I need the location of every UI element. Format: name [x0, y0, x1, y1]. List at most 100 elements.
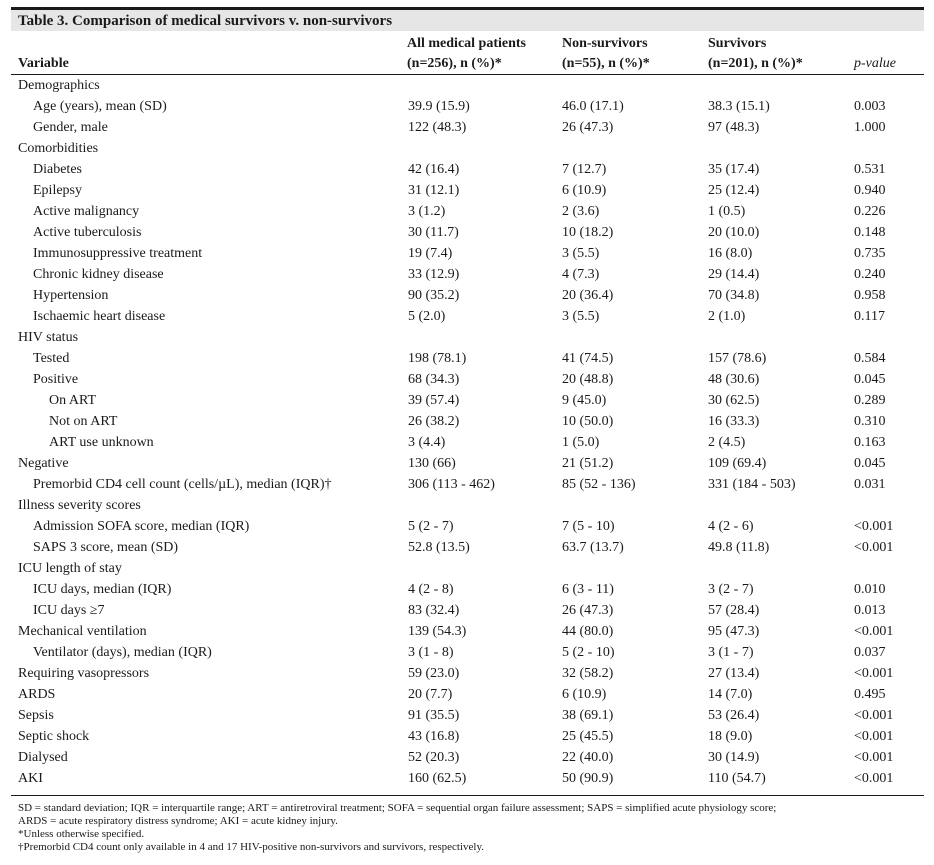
row-label: ART use unknown — [49, 435, 154, 450]
footnote-abbrev-1: SD = standard deviation; IQR = interquar… — [18, 802, 777, 814]
cell-non-survivors: 22 (40.0) — [562, 750, 614, 765]
table-row: SAPS 3 score, mean (SD) 52.8 (13.5) 63.7 (… — [11, 537, 924, 558]
row-label: Active tuberculosis — [33, 225, 142, 240]
row-label: Tested — [33, 351, 70, 366]
cell-non-survivors: 20 (36.4) — [562, 288, 614, 303]
cell-non-survivors: 5 (2 - 10) — [562, 645, 615, 660]
cell-non-survivors: 26 (47.3) — [562, 603, 614, 618]
cell-survivors: 16 (8.0) — [708, 246, 753, 261]
cell-non-survivors: 10 (50.0) — [562, 414, 614, 429]
cell-all-patients: 83 (32.4) — [408, 603, 460, 618]
cell-all-patients: 198 (78.1) — [408, 351, 467, 366]
cell-non-survivors: 7 (12.7) — [562, 162, 607, 177]
cell-all-patients: 39.9 (15.9) — [408, 99, 470, 114]
table-row: Hypertension 90 (35.2) 20 (36.4) 70 (34.8) 0… — [11, 285, 924, 306]
cell-all-patients: 52 (20.3) — [408, 750, 460, 765]
row-label: Mechanical ventilation — [18, 624, 147, 639]
row-label: Not on ART — [49, 414, 118, 429]
table-row: Gender, male 122 (48.3) 26 (47.3) 97 (48.3)… — [11, 117, 924, 138]
cell-all-patients: 43 (16.8) — [408, 729, 460, 744]
cell-non-survivors: 20 (48.8) — [562, 372, 614, 387]
cell-all-patients: 3 (4.4) — [408, 435, 446, 450]
header-variable: Variable — [18, 56, 69, 71]
row-label: ICU length of stay — [18, 561, 122, 576]
cell-all-patients: 130 (66) — [408, 456, 456, 471]
row-label: On ART — [49, 393, 96, 408]
header-rule — [11, 74, 924, 75]
cell-pvalue: <0.001 — [854, 771, 894, 786]
cell-all-patients: 59 (23.0) — [408, 666, 460, 681]
cell-non-survivors: 6 (10.9) — [562, 183, 607, 198]
cell-survivors: 157 (78.6) — [708, 351, 767, 366]
cell-all-patients: 122 (48.3) — [408, 120, 467, 135]
cell-survivors: 1 (0.5) — [708, 204, 746, 219]
cell-pvalue: <0.001 — [854, 708, 894, 723]
row-label: Diabetes — [33, 162, 82, 177]
table-row: Age (years), mean (SD) 39.9 (15.9) 46.0 (1… — [11, 96, 924, 117]
table-row: ARDS 20 (7.7) 6 (10.9) 14 (7.0) 0.495 — [11, 684, 924, 705]
cell-survivors: 110 (54.7) — [708, 771, 766, 786]
row-label: Ventilator (days), median (IQR) — [33, 645, 212, 660]
table-row: Active malignancy 3 (1.2) 2 (3.6) 1 (0.5) 0.… — [11, 201, 924, 222]
cell-all-patients: 3 (1.2) — [408, 204, 446, 219]
cell-survivors: 18 (9.0) — [708, 729, 753, 744]
row-label: Requiring vasopressors — [18, 666, 150, 681]
row-label: Immunosuppressive treatment — [33, 246, 203, 261]
cell-all-patients: 42 (16.4) — [408, 162, 460, 177]
cell-non-survivors: 44 (80.0) — [562, 624, 614, 639]
cell-all-patients: 33 (12.9) — [408, 267, 460, 282]
cell-survivors: 48 (30.6) — [708, 372, 760, 387]
table-row: ART use unknown 3 (4.4) 1 (5.0) 2 (4.5) 0.16… — [11, 432, 924, 453]
cell-non-survivors: 41 (74.5) — [562, 351, 614, 366]
footnotes: SD = standard deviation; IQR = interquar… — [11, 795, 924, 854]
table-row: Ischaemic heart disease 5 (2.0) 3 (5.5) 2 (… — [11, 306, 924, 327]
cell-all-patients: 39 (57.4) — [408, 393, 460, 408]
row-label: Comorbidities — [18, 141, 99, 156]
cell-non-survivors: 26 (47.3) — [562, 120, 614, 135]
cell-survivors: 97 (48.3) — [708, 120, 760, 135]
cell-non-survivors: 3 (5.5) — [562, 246, 600, 261]
table-row: Epilepsy 31 (12.1) 6 (10.9) 25 (12.4) 0.940 — [11, 180, 924, 201]
row-label: SAPS 3 score, mean (SD) — [33, 540, 179, 555]
cell-survivors: 35 (17.4) — [708, 162, 760, 177]
cell-survivors: 49.8 (11.8) — [708, 540, 770, 555]
row-label: Dialysed — [18, 750, 68, 765]
cell-survivors: 29 (14.4) — [708, 267, 760, 282]
row-label: Gender, male — [33, 120, 108, 135]
row-label: AKI — [18, 771, 43, 786]
cell-survivors: 38.3 (15.1) — [708, 99, 770, 114]
table-row: Diabetes 42 (16.4) 7 (12.7) 35 (17.4) 0.531 — [11, 159, 924, 180]
cell-all-patients: 91 (35.5) — [408, 708, 460, 723]
cell-all-patients: 5 (2 - 7) — [408, 519, 454, 534]
cell-all-patients: 52.8 (13.5) — [408, 540, 470, 555]
cell-pvalue: 0.289 — [854, 393, 886, 408]
header-all-line2: (n=256), n (%)* — [407, 56, 502, 71]
cell-non-survivors: 6 (3 - 11) — [562, 582, 614, 597]
cell-survivors: 30 (62.5) — [708, 393, 760, 408]
row-label: Positive — [33, 372, 79, 387]
row-label: Chronic kidney disease — [33, 267, 164, 282]
cell-all-patients: 19 (7.4) — [408, 246, 453, 261]
cell-non-survivors: 85 (52 - 136) — [562, 477, 636, 492]
header-all-line1: All medical patients — [407, 36, 526, 51]
table-row: ICU days ≥7 83 (32.4) 26 (47.3) 57 (28.4) 0.… — [11, 600, 924, 621]
cell-survivors: 57 (28.4) — [708, 603, 760, 618]
cell-survivors: 109 (69.4) — [708, 456, 767, 471]
row-label: Admission SOFA score, median (IQR) — [33, 519, 250, 534]
cell-non-survivors: 4 (7.3) — [562, 267, 600, 282]
table-row: Admission SOFA score, median (IQR) 5 (2 -… — [11, 516, 924, 537]
header-surv-line1: Survivors — [708, 36, 767, 51]
cell-all-patients: 3 (1 - 8) — [408, 645, 454, 660]
row-label: ICU days ≥7 — [33, 603, 105, 618]
cell-pvalue: <0.001 — [854, 729, 894, 744]
cell-non-survivors: 32 (58.2) — [562, 666, 614, 681]
row-label: Active malignancy — [33, 204, 140, 219]
cell-survivors: 3 (2 - 7) — [708, 582, 754, 597]
cell-all-patients: 31 (12.1) — [408, 183, 460, 198]
cell-survivors: 70 (34.8) — [708, 288, 760, 303]
table-row: Premorbid CD4 cell count (cells/µL), med… — [11, 474, 924, 495]
cell-survivors: 331 (184 - 503) — [708, 477, 796, 492]
table-row: Ventilator (days), median (IQR) 3 (1 - 8)… — [11, 642, 924, 663]
cell-pvalue: 0.117 — [854, 309, 885, 324]
table-row: HIV status — [11, 327, 924, 348]
